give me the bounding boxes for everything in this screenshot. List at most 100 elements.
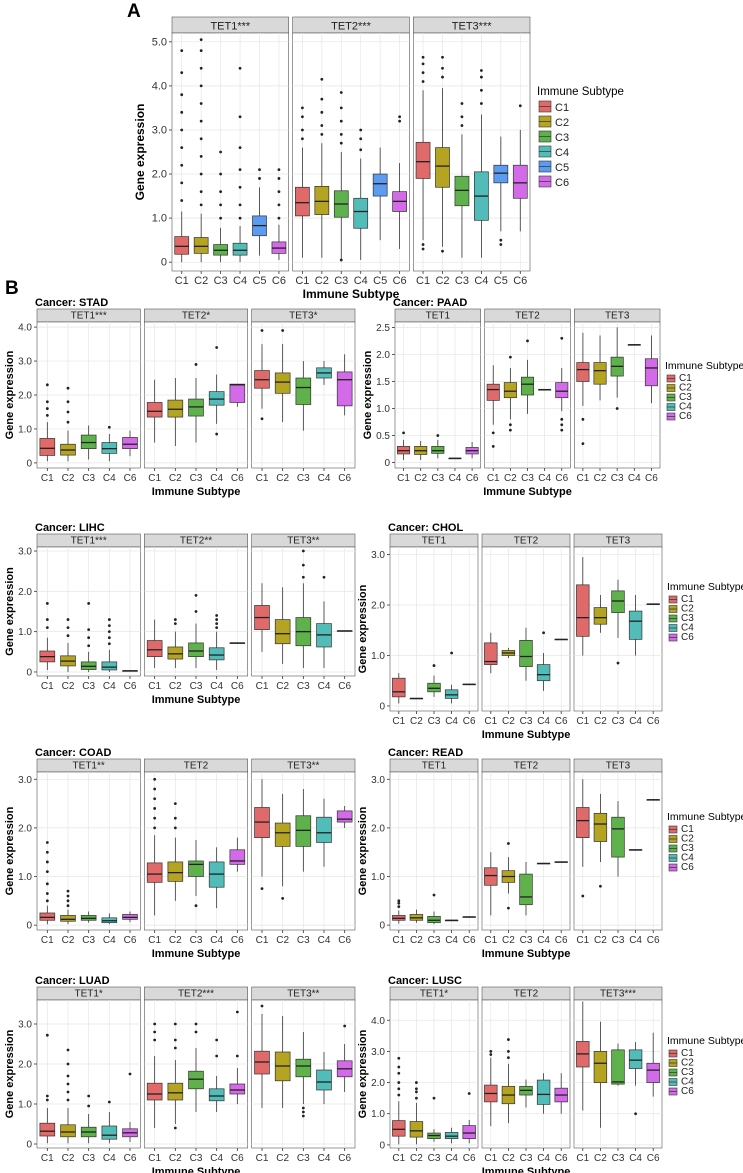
outlier-point <box>215 346 219 349</box>
x-tick-label: C3 <box>190 935 203 946</box>
box-c3 <box>213 150 228 263</box>
outlier-point <box>238 216 242 220</box>
outlier-point <box>260 887 264 891</box>
chart-title: Cancer: CHOL <box>388 522 463 534</box>
box-body <box>39 438 56 456</box>
outlier-point <box>489 1050 493 1053</box>
box-c6 <box>229 837 246 872</box>
outlier-point <box>199 102 203 105</box>
x-tick-label: C3 <box>82 681 95 692</box>
box-c3 <box>188 840 204 908</box>
x-tick-label: C2 <box>169 681 182 692</box>
outlier-point <box>421 247 425 251</box>
box-c4 <box>444 919 459 922</box>
facet-tet2: TET2 C1 C2 C3 C4 C6 <box>481 758 571 946</box>
box-c4 <box>628 1042 643 1116</box>
box-c2 <box>274 587 291 664</box>
box-c2 <box>593 594 608 633</box>
chart-title: Cancer: COAD <box>35 747 111 759</box>
facet-tet3: TET3 C1 C2 C3 C4 C6 <box>573 533 663 727</box>
outlier-point <box>421 55 425 59</box>
box-c5 <box>252 168 267 256</box>
box-body <box>576 807 590 838</box>
x-tick-label: C1 <box>576 1153 589 1164</box>
box-c6 <box>336 806 353 828</box>
outlier-point <box>66 400 70 404</box>
box-c4 <box>448 457 462 460</box>
chart-panel-a: 0 1.0 2.0 3.0 4.0 5.0 Gene expression TET1*** C1… <box>133 16 624 301</box>
facet-label: TET3* <box>289 311 317 322</box>
outlier-point <box>238 203 242 207</box>
box-c4 <box>444 651 459 704</box>
box-body <box>611 816 625 858</box>
x-tick-label: C2 <box>410 716 423 727</box>
facet-label: TET2** <box>180 536 212 547</box>
outlier-point <box>87 644 91 648</box>
outlier-point <box>518 104 522 108</box>
x-tick-label: C4 <box>210 935 223 946</box>
x-tick-label: C6 <box>272 275 286 287</box>
outlier-point <box>66 1090 70 1094</box>
box-c6 <box>646 799 660 801</box>
x-tick-label: C1 <box>392 935 405 946</box>
box-body <box>484 642 498 665</box>
legend-label: C6 <box>679 411 692 422</box>
outlier-point <box>397 1056 401 1060</box>
x-tick-label: C4 <box>103 935 116 946</box>
legend-label: C5 <box>555 162 569 174</box>
outlier-point <box>421 62 425 66</box>
outlier-point <box>173 618 177 621</box>
legend-label: C1 <box>555 102 569 114</box>
box-body <box>486 383 500 401</box>
box-c4 <box>232 66 248 263</box>
box-c3 <box>611 801 625 877</box>
box-body <box>232 242 248 256</box>
box-body <box>193 237 209 254</box>
box-c6 <box>554 861 568 863</box>
box-body <box>122 437 138 449</box>
x-tick-label: C2 <box>594 1153 607 1164</box>
outlier-point <box>153 826 157 830</box>
box-c6 <box>555 336 569 432</box>
x-tick-label: C2 <box>594 716 607 727</box>
outlier-point <box>87 1104 91 1108</box>
box-c6 <box>336 1024 353 1092</box>
x-tick-label: C4 <box>318 681 331 692</box>
outlier-point <box>277 168 281 172</box>
x-tick-label: C2 <box>169 473 182 484</box>
box-body <box>415 141 431 179</box>
outlier-point <box>215 618 219 621</box>
box-body <box>409 1121 424 1138</box>
y-tick-label: 2.0 <box>371 601 385 612</box>
legend-label: C1 <box>681 1048 694 1059</box>
y-tick-label: 1.5 <box>376 377 390 388</box>
outlier-point <box>45 870 49 874</box>
box-c6 <box>554 1073 568 1114</box>
facet-label: TET2*** <box>178 989 214 1000</box>
facet-tet2: TET2 C1 C2 C3 C4 C6 <box>481 986 571 1164</box>
x-tick-label: C2 <box>276 935 289 946</box>
box-c4 <box>316 1052 332 1104</box>
legend: Immune Subtype C1 C2 C3 C4 C5 C6 <box>537 86 624 189</box>
box-c1 <box>392 1056 406 1145</box>
outlier-point <box>215 614 219 617</box>
outlier-point <box>634 1112 637 1116</box>
outlier-point <box>581 442 585 446</box>
x-tick-label: C6 <box>124 935 137 946</box>
box-body <box>101 442 118 454</box>
legend-label: C2 <box>679 383 692 394</box>
outlier-point <box>66 1082 70 1086</box>
outlier-point <box>199 203 203 207</box>
outlier-point <box>45 413 49 417</box>
facet-tet1: TET1 C1 C2 C3 C4 C6 <box>394 308 481 484</box>
box-body <box>593 607 608 625</box>
facet-label: TET1*** <box>210 21 250 33</box>
chart-title: Cancer: LUSC <box>388 975 462 987</box>
box-c4 <box>536 631 551 691</box>
outlier-point <box>194 610 198 613</box>
box-c6 <box>644 335 658 404</box>
x-tick-label: C3 <box>520 935 533 946</box>
